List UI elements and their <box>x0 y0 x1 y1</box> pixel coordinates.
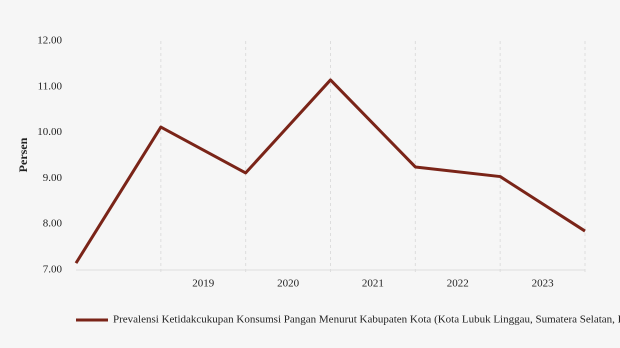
y-tick-label: 9.00 <box>43 172 63 184</box>
y-axis-label: Persen <box>16 137 30 172</box>
legend-label: Prevalensi Ketidakcukupan Konsumsi Panga… <box>113 314 620 326</box>
x-tick-label: 2020 <box>277 278 300 290</box>
y-tick-label: 7.00 <box>43 264 63 276</box>
x-tick-label: 2019 <box>192 278 215 290</box>
x-tick-label: 2023 <box>532 278 555 290</box>
x-tick-label: 2021 <box>362 278 384 290</box>
data-line <box>74 78 586 264</box>
y-tick-label: 10.00 <box>37 126 62 138</box>
y-tick-label: 11.00 <box>38 80 63 92</box>
x-tick-label: 2022 <box>447 278 469 290</box>
y-tick-label: 12.00 <box>37 35 62 47</box>
y-tick-label: 8.00 <box>43 218 63 230</box>
